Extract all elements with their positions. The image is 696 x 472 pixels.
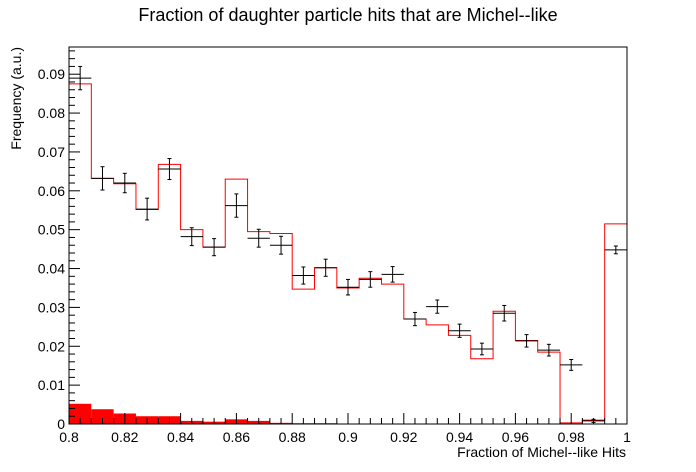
data-point [560, 358, 583, 371]
chart-title: Fraction of daughter particle hits that … [138, 5, 558, 25]
data-point [604, 245, 627, 255]
axes: 0.8 0.82 0.84 0.86 0.88 0.9 0.92 0.94 0.96 0.98 1 0… [38, 46, 631, 445]
data-point [448, 323, 471, 338]
y-axis-label: Frequency (a.u.) [8, 47, 24, 150]
data-point [91, 166, 114, 191]
data-point [381, 266, 404, 283]
data-point [69, 65, 92, 91]
x-tick-label: 0.92 [390, 429, 417, 445]
data-point [403, 311, 427, 327]
data-point [180, 227, 203, 247]
data-point [158, 158, 181, 181]
x-tick-label: 0.84 [167, 429, 194, 445]
y-tick-label: 0.04 [38, 261, 65, 277]
filled-bin [91, 409, 114, 424]
y-tick-label: 0.06 [38, 183, 65, 199]
y-tick-label: 0.02 [38, 338, 65, 354]
x-tick-label: 0.8 [59, 429, 79, 445]
x-tick-label: 1 [623, 429, 631, 445]
y-tick-label: 0.05 [38, 222, 65, 238]
data-point [493, 304, 516, 322]
data-point [292, 266, 315, 285]
y-tick-label: 0.03 [38, 299, 65, 315]
data-point [359, 271, 382, 288]
step-line [68, 83, 628, 424]
data-point [113, 172, 136, 194]
x-axis-label: Fraction of Michel--like Hits [457, 444, 626, 460]
data-point [225, 193, 248, 218]
x-tick-label: 0.94 [446, 429, 473, 445]
data-points [69, 65, 627, 423]
x-tick-label: 0.88 [279, 429, 306, 445]
x-tick-label: 0.96 [502, 429, 529, 445]
y-tick-label: 0.09 [38, 66, 65, 82]
data-point [426, 299, 449, 314]
data-point [537, 343, 561, 357]
plot-frame [68, 46, 628, 425]
y-tick-label: 0.08 [38, 105, 65, 121]
y-tick-label: 0.07 [38, 144, 65, 160]
data-point [202, 238, 226, 257]
y-tick-label: 0 [57, 416, 65, 432]
step-histogram [68, 83, 628, 424]
x-tick-label: 0.9 [338, 429, 358, 445]
x-tick-label: 0.82 [111, 429, 138, 445]
data-point [135, 197, 159, 221]
data-point [515, 334, 538, 348]
data-point [314, 258, 337, 277]
y-tick-label: 0.01 [38, 377, 65, 393]
data-point [269, 235, 293, 255]
data-point [336, 278, 360, 296]
x-tick-label: 0.98 [558, 429, 585, 445]
data-point [247, 228, 270, 248]
x-tick-label: 0.86 [223, 429, 250, 445]
data-point [470, 342, 494, 356]
